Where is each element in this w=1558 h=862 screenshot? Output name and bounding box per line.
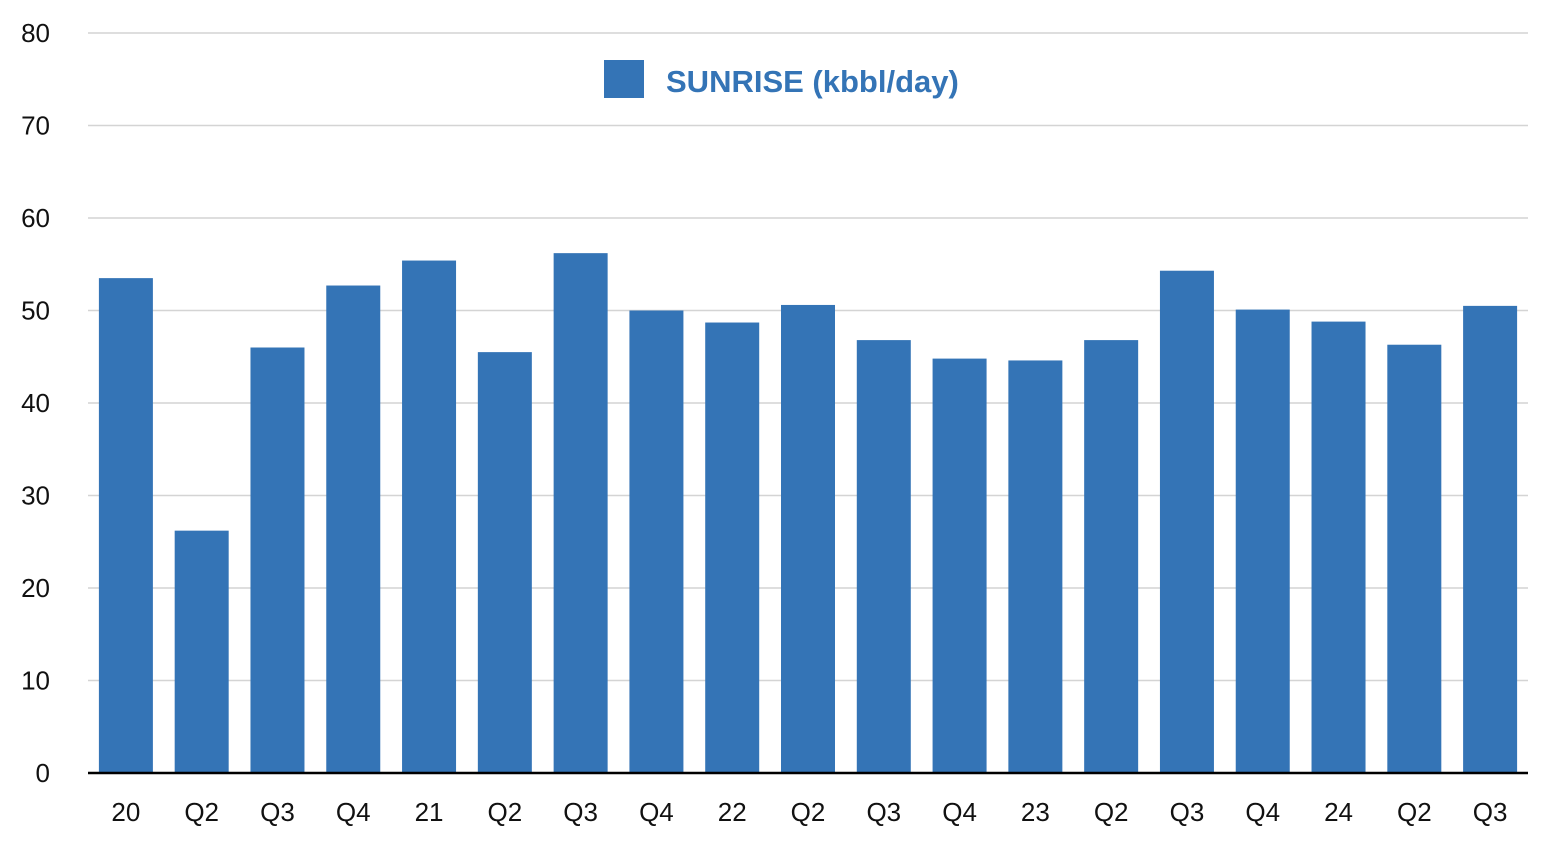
y-tick-label: 10 xyxy=(21,666,50,696)
x-tick-label: 24 xyxy=(1324,797,1353,827)
x-tick-label: 22 xyxy=(718,797,747,827)
x-tick-label: Q3 xyxy=(260,797,295,827)
bar xyxy=(856,340,911,773)
x-tick-label: Q3 xyxy=(1170,797,1205,827)
y-tick-label: 0 xyxy=(36,758,50,788)
x-tick-label: Q2 xyxy=(791,797,826,827)
bar xyxy=(1159,270,1214,773)
bar xyxy=(705,322,760,773)
bar xyxy=(477,352,532,773)
bar xyxy=(932,358,987,773)
y-tick-label: 40 xyxy=(21,388,50,418)
y-tick-label: 70 xyxy=(21,111,50,141)
y-tick-label: 20 xyxy=(21,573,50,603)
y-tick-label: 80 xyxy=(21,18,50,48)
x-tick-label: Q4 xyxy=(942,797,977,827)
legend-label: SUNRISE (kbbl/day) xyxy=(666,64,959,99)
bar xyxy=(1463,305,1518,773)
x-tick-label: Q2 xyxy=(1397,797,1432,827)
bar xyxy=(174,530,229,773)
x-tick-label: Q2 xyxy=(184,797,219,827)
bar xyxy=(1008,360,1063,773)
y-tick-label: 60 xyxy=(21,203,50,233)
bar xyxy=(553,253,608,773)
bar xyxy=(1311,321,1366,773)
x-tick-label: 23 xyxy=(1021,797,1050,827)
x-tick-label: Q3 xyxy=(866,797,901,827)
x-tick-label: Q4 xyxy=(639,797,674,827)
bar xyxy=(629,310,684,773)
bar-series xyxy=(98,253,1518,773)
legend: SUNRISE (kbbl/day) xyxy=(604,60,959,99)
x-tick-label: Q4 xyxy=(1245,797,1280,827)
bar xyxy=(250,347,305,773)
y-tick-label: 30 xyxy=(21,481,50,511)
bar xyxy=(1084,340,1139,773)
bar xyxy=(402,260,457,773)
bar xyxy=(1235,309,1290,773)
bar xyxy=(326,285,381,773)
bar xyxy=(1387,344,1442,773)
bar xyxy=(98,278,153,773)
x-tick-label: Q2 xyxy=(487,797,522,827)
x-tick-label: Q3 xyxy=(563,797,598,827)
x-tick-label: Q3 xyxy=(1473,797,1508,827)
x-axis-tick-labels: 20 Q2 Q3 Q4 21 Q2 Q3 Q4 22 Q2 Q3 Q4 23 Q2 Q3 Q4 24 Q2 Q3 xyxy=(111,797,1507,827)
bar xyxy=(781,304,835,773)
x-tick-label: Q4 xyxy=(336,797,371,827)
x-tick-label: 20 xyxy=(111,797,140,827)
y-axis-tick-labels: 0 10 20 30 40 50 60 70 80 xyxy=(21,18,50,788)
y-tick-label: 50 xyxy=(21,296,50,326)
legend-swatch xyxy=(604,60,644,98)
x-tick-label: Q2 xyxy=(1094,797,1129,827)
x-tick-label: 21 xyxy=(415,797,444,827)
